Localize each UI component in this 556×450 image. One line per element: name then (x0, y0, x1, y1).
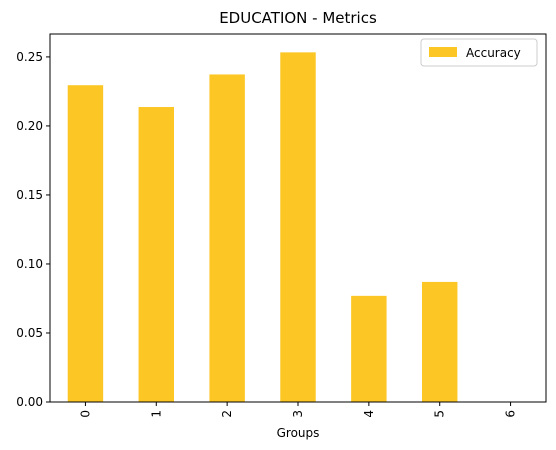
plot-frame (49, 33, 547, 403)
bar-2 (209, 74, 245, 402)
y-tick-label: 0.10 (16, 257, 43, 271)
x-axis-label: Groups (277, 426, 320, 440)
y-tick-label: 0.25 (16, 50, 43, 64)
x-tick-label: 4 (362, 410, 376, 418)
legend: Accuracy (420, 38, 538, 67)
bars-group (67, 52, 458, 403)
y-axis: 0.00 0.05 0.10 0.15 0.20 0.25 (16, 50, 50, 409)
bar-5 (422, 281, 458, 402)
x-tick-label: 3 (291, 410, 305, 418)
x-tick-label: 1 (149, 410, 163, 418)
x-tick-label: 2 (220, 410, 234, 418)
chart-title: EDUCATION - Metrics (219, 9, 377, 27)
bar-0 (67, 85, 104, 402)
y-tick-label: 0.00 (16, 395, 43, 409)
x-tick-label: 0 (78, 410, 92, 418)
x-axis: 0 1 2 3 4 5 6 (78, 402, 518, 418)
y-tick-label: 0.05 (16, 326, 43, 340)
x-tick-label: 5 (433, 410, 447, 418)
legend-box (420, 38, 538, 67)
legend-label: Accuracy (466, 46, 521, 60)
y-tick-label: 0.15 (16, 188, 43, 202)
bar-4 (351, 295, 387, 402)
bar-1 (138, 107, 174, 402)
bar-3 (280, 52, 316, 403)
x-tick-label: 6 (504, 410, 518, 418)
y-tick-label: 0.20 (16, 119, 43, 133)
legend-swatch (429, 47, 457, 57)
